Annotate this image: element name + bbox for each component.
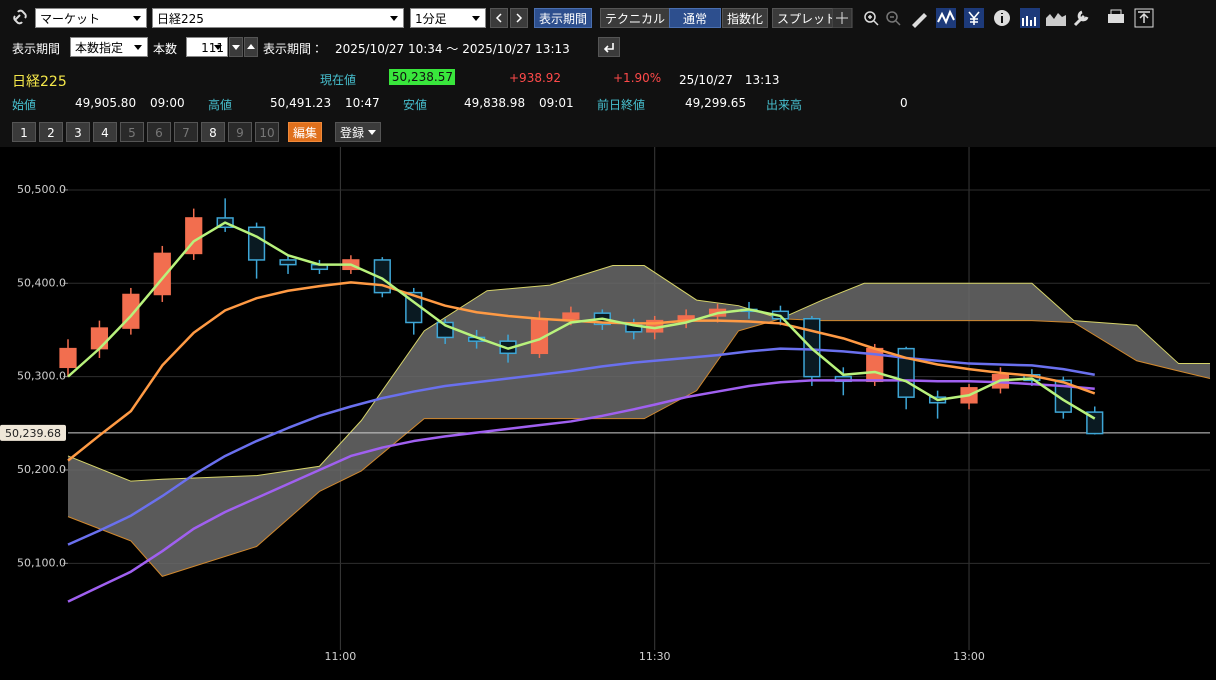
chart: 11:00 11:30 13:00 50,100.0 50,200.0 50,300.0 5… bbox=[0, 147, 1216, 680]
info-icon[interactable] bbox=[994, 10, 1010, 26]
normal-button[interactable]: 通常 bbox=[669, 8, 721, 28]
tab-button[interactable]: 1 bbox=[12, 122, 36, 142]
quote-name: 日経225 bbox=[12, 74, 67, 90]
x-tick-label: 11:30 bbox=[639, 650, 671, 663]
stat-value: 50,491.23 bbox=[270, 96, 332, 110]
count-down[interactable] bbox=[229, 37, 243, 57]
quote-datetime: 25/10/27 13:13 bbox=[679, 73, 780, 87]
reset-button[interactable] bbox=[598, 37, 620, 57]
export-icon[interactable] bbox=[1134, 8, 1154, 28]
stat-time: 09:01 bbox=[539, 96, 574, 110]
zoom-in-icon[interactable] bbox=[864, 11, 879, 26]
candle-body bbox=[59, 347, 77, 369]
indicator-line bbox=[67, 379, 1095, 603]
print-icon[interactable] bbox=[1108, 9, 1124, 23]
register-text: 登録 bbox=[340, 126, 365, 140]
stat-label: 出来高 bbox=[766, 98, 803, 112]
candle-body bbox=[90, 327, 109, 350]
prev-button[interactable] bbox=[490, 8, 508, 28]
change-percent: +1.90% bbox=[613, 71, 662, 85]
range-text: 2025/10/27 10:34 ～ 2025/10/27 13:13 bbox=[335, 42, 570, 56]
y-tick-label: 50,200.0 bbox=[17, 463, 66, 476]
volume-icon[interactable] bbox=[1046, 13, 1066, 26]
x-tick-label: 11:00 bbox=[325, 650, 357, 663]
tab-button[interactable]: 8 bbox=[201, 122, 225, 142]
tool-icons bbox=[832, 8, 1124, 28]
candle-body bbox=[279, 259, 297, 266]
price-label: 50,239.68 bbox=[5, 427, 61, 440]
indicator-line bbox=[67, 347, 1095, 546]
y-tick-label: 50,500.0 bbox=[17, 183, 66, 196]
price-value: 50,238.57 bbox=[389, 69, 455, 85]
y-tick-label: 50,300.0 bbox=[17, 370, 66, 383]
yen-icon[interactable] bbox=[964, 8, 984, 28]
indicator-line bbox=[67, 221, 1096, 420]
settings-icon[interactable] bbox=[1073, 10, 1089, 27]
edit-button[interactable]: 編集 bbox=[288, 122, 323, 142]
tab-button[interactable]: 5 bbox=[120, 122, 144, 142]
tab-button[interactable]: 9 bbox=[228, 122, 252, 142]
stat-value: 49,299.65 bbox=[685, 96, 747, 110]
period-button[interactable]: 表示期間 bbox=[534, 8, 593, 28]
cloud-span-b bbox=[67, 318, 1211, 577]
crosshair-icon[interactable] bbox=[832, 8, 853, 28]
technical-button[interactable]: テクニカル bbox=[600, 8, 671, 28]
cloud-span-a bbox=[67, 265, 1210, 482]
tab-button[interactable]: 7 bbox=[174, 122, 198, 142]
tab-button[interactable]: 3 bbox=[66, 122, 90, 142]
draw-icon[interactable] bbox=[912, 13, 927, 28]
price-label-box bbox=[0, 424, 66, 441]
candle-body bbox=[1054, 379, 1072, 413]
stat-label: 安値 bbox=[403, 98, 428, 112]
market-select[interactable]: マーケット bbox=[35, 8, 147, 28]
change-value: +938.92 bbox=[509, 71, 562, 85]
tab-button[interactable]: 2 bbox=[39, 122, 63, 142]
stat-label: 始値 bbox=[12, 98, 37, 112]
tab-button[interactable]: 10 bbox=[255, 122, 279, 142]
tab-button[interactable]: 4 bbox=[93, 122, 117, 142]
stat-value: 0 bbox=[900, 96, 908, 110]
zoom-out-icon[interactable] bbox=[886, 11, 901, 26]
tab-row: 1 2 3 4 5 6 7 8 9 10 bbox=[12, 122, 279, 142]
stat-time: 09:00 bbox=[150, 96, 185, 110]
count-input[interactable]: 111 bbox=[186, 37, 228, 57]
stat-value: 49,838.98 bbox=[464, 96, 526, 110]
next-button[interactable] bbox=[510, 8, 528, 28]
stat-label: 高値 bbox=[208, 98, 233, 112]
link-icon[interactable] bbox=[12, 9, 30, 25]
register-button[interactable]: 登録 bbox=[335, 122, 382, 142]
count-label: 本数 bbox=[153, 42, 178, 56]
symbol-select[interactable]: 日経225 bbox=[152, 8, 404, 28]
stat-label: 前日終値 bbox=[597, 98, 646, 112]
candle-body bbox=[247, 226, 266, 261]
x-tick-label: 13:00 bbox=[953, 650, 985, 663]
cloud bbox=[68, 265, 1210, 577]
y-tick-label: 50,400.0 bbox=[17, 276, 66, 289]
count-up[interactable] bbox=[244, 37, 258, 57]
stat-value: 49,905.80 bbox=[75, 96, 137, 110]
period-label: 表示期間 bbox=[12, 42, 61, 56]
candle-body bbox=[562, 312, 580, 320]
y-tick-label: 50,100.0 bbox=[17, 556, 66, 569]
interval-select[interactable]: 1分足 bbox=[410, 8, 486, 28]
mode-select[interactable]: 本数指定 bbox=[70, 37, 148, 57]
price-label: 現在値 bbox=[320, 73, 357, 87]
my-icon[interactable] bbox=[1020, 8, 1040, 28]
index-button[interactable]: 指数化 bbox=[722, 8, 769, 28]
range-label: 表示期間： bbox=[263, 42, 324, 56]
tab-button[interactable]: 6 bbox=[147, 122, 171, 142]
wave-icon[interactable] bbox=[936, 8, 956, 28]
stat-time: 10:47 bbox=[345, 96, 380, 110]
